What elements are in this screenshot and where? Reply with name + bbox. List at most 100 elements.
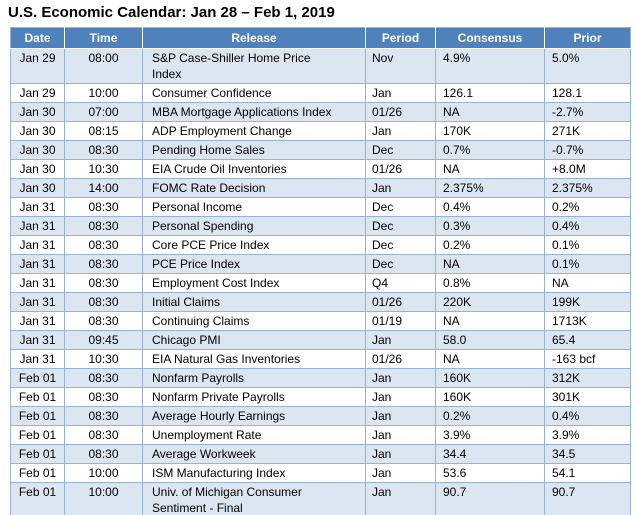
cell-consensus: 0.2%: [435, 235, 545, 255]
table-row: Jan 31 08:30 PCE Price Index Dec NA 0.1%: [10, 254, 631, 274]
cell-release: Chicago PMI: [142, 330, 366, 350]
table-row: Jan 31 08:30 Core PCE Price Index Dec 0.2% 0.…: [10, 235, 631, 255]
cell-date: Jan 31: [10, 235, 65, 255]
table-row: Feb 01 10:00 ISM Manufacturing Index Jan 53.…: [10, 463, 631, 483]
cell-release: Univ. of Michigan Consumer Sentiment - F…: [142, 482, 366, 515]
cell-consensus: 53.6: [435, 463, 545, 483]
cell-period: Jan: [365, 482, 436, 515]
cell-date: Jan 30: [10, 102, 65, 122]
table-row: Jan 31 08:30 Employment Cost Index Q4 0.8% NA: [10, 273, 631, 293]
header-row: Date Time Release Period Consensus Prior: [10, 27, 631, 49]
column-header-time: Time: [64, 27, 143, 49]
cell-release: PCE Price Index: [142, 254, 366, 274]
cell-consensus: NA: [435, 349, 545, 369]
cell-date: Jan 31: [10, 216, 65, 236]
cell-period: Dec: [365, 140, 436, 160]
cell-date: Feb 01: [10, 368, 65, 388]
cell-date: Jan 31: [10, 292, 65, 312]
column-header-prior: Prior: [544, 27, 631, 49]
cell-time: 10:30: [64, 159, 143, 179]
cell-release: EIA Crude Oil Inventories: [142, 159, 366, 179]
cell-time: 10:00: [64, 83, 143, 103]
cell-time: 08:15: [64, 121, 143, 141]
cell-period: 01/26: [365, 102, 436, 122]
table-row: Jan 30 10:30 EIA Crude Oil Inventories 01/2…: [10, 159, 631, 179]
cell-consensus: 160K: [435, 387, 545, 407]
cell-date: Feb 01: [10, 444, 65, 464]
cell-release: FOMC Rate Decision: [142, 178, 366, 198]
cell-time: 08:30: [64, 311, 143, 331]
cell-date: Jan 31: [10, 273, 65, 293]
table-row: Jan 31 08:30 Continuing Claims 01/19 NA 1713K: [10, 311, 631, 331]
cell-prior: +8.0M: [544, 159, 631, 179]
cell-consensus: 0.4%: [435, 197, 545, 217]
cell-time: 08:30: [64, 140, 143, 160]
cell-prior: 1713K: [544, 311, 631, 331]
cell-time: 08:30: [64, 387, 143, 407]
cell-period: Dec: [365, 197, 436, 217]
cell-period: Jan: [365, 444, 436, 464]
economic-calendar-table: Date Time Release Period Consensus Prior…: [10, 27, 631, 515]
cell-date: Jan 29: [10, 83, 65, 103]
cell-prior: 2.375%: [544, 178, 631, 198]
cell-period: Q4: [365, 273, 436, 293]
column-header-date: Date: [10, 27, 65, 49]
cell-date: Feb 01: [10, 425, 65, 445]
cell-period: Dec: [365, 254, 436, 274]
cell-release: ADP Employment Change: [142, 121, 366, 141]
cell-consensus: 34.4: [435, 444, 545, 464]
cell-consensus: NA: [435, 102, 545, 122]
cell-prior: 34.5: [544, 444, 631, 464]
cell-consensus: 0.3%: [435, 216, 545, 236]
cell-date: Jan 31: [10, 349, 65, 369]
cell-release: EIA Natural Gas Inventories: [142, 349, 366, 369]
cell-prior: 0.4%: [544, 406, 631, 426]
cell-date: Jan 30: [10, 178, 65, 198]
cell-release: Core PCE Price Index: [142, 235, 366, 255]
cell-time: 08:30: [64, 292, 143, 312]
cell-period: Jan: [365, 83, 436, 103]
table-row: Jan 30 07:00 MBA Mortgage Applications Ind…: [10, 102, 631, 122]
cell-prior: -0.7%: [544, 140, 631, 160]
cell-period: 01/26: [365, 349, 436, 369]
cell-date: Jan 31: [10, 254, 65, 274]
table-row: Feb 01 08:30 Unemployment Rate Jan 3.9% 3.9%: [10, 425, 631, 445]
cell-time: 08:30: [64, 273, 143, 293]
table-row: Jan 31 10:30 EIA Natural Gas Inventories 01…: [10, 349, 631, 369]
cell-date: Jan 29: [10, 48, 65, 84]
cell-time: 10:00: [64, 463, 143, 483]
table-row: Feb 01 08:30 Nonfarm Payrolls Jan 160K 312K: [10, 368, 631, 388]
table-header: Date Time Release Period Consensus Prior: [10, 27, 631, 49]
cell-release: Nonfarm Private Payrolls: [142, 387, 366, 407]
cell-time: 10:00: [64, 482, 143, 515]
table-row: Jan 29 10:00 Consumer Confidence Jan 126.1 12…: [10, 83, 631, 103]
cell-consensus: 4.9%: [435, 48, 545, 84]
cell-consensus: 220K: [435, 292, 545, 312]
table-row: Feb 01 08:30 Average Hourly Earnings Jan 0.2…: [10, 406, 631, 426]
cell-period: 01/26: [365, 292, 436, 312]
table-row: Jan 30 08:15 ADP Employment Change Jan 170K 2…: [10, 121, 631, 141]
cell-time: 08:00: [64, 48, 143, 84]
cell-consensus: 2.375%: [435, 178, 545, 198]
cell-period: Jan: [365, 121, 436, 141]
column-header-consensus: Consensus: [435, 27, 545, 49]
cell-consensus: 0.7%: [435, 140, 545, 160]
cell-time: 07:00: [64, 102, 143, 122]
cell-date: Jan 30: [10, 121, 65, 141]
cell-period: Dec: [365, 216, 436, 236]
cell-release: Average Hourly Earnings: [142, 406, 366, 426]
cell-prior: 128.1: [544, 83, 631, 103]
cell-release: Nonfarm Payrolls: [142, 368, 366, 388]
cell-consensus: 170K: [435, 121, 545, 141]
cell-release: Average Workweek: [142, 444, 366, 464]
cell-release: Employment Cost Index: [142, 273, 366, 293]
cell-prior: 0.1%: [544, 235, 631, 255]
cell-time: 08:30: [64, 368, 143, 388]
cell-period: Jan: [365, 406, 436, 426]
cell-prior: 312K: [544, 368, 631, 388]
cell-time: 08:30: [64, 254, 143, 274]
cell-consensus: 3.9%: [435, 425, 545, 445]
cell-time: 10:30: [64, 349, 143, 369]
cell-period: Jan: [365, 330, 436, 350]
